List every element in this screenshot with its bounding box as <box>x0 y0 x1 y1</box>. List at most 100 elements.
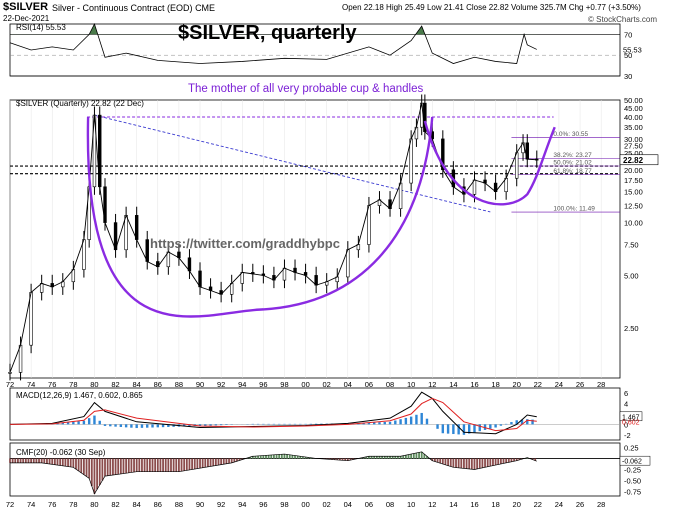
cmf-bar <box>407 454 410 459</box>
cmf-bar <box>299 456 302 459</box>
x-tick-label: 20 <box>513 380 521 389</box>
macd-histogram-bar <box>262 423 265 425</box>
macd-histogram-bar <box>256 423 260 425</box>
macd-histogram-bar <box>66 422 70 425</box>
macd-histogram-bar <box>526 419 529 425</box>
macd-signal-value: 0.602 <box>622 419 640 426</box>
macd-histogram-bar <box>56 423 59 425</box>
cmf-bar <box>494 458 497 466</box>
price-tick-label: 35.00 <box>624 123 643 132</box>
cmf-bar <box>481 458 484 468</box>
cmf-bar <box>80 458 83 473</box>
cmf-bar <box>90 458 93 487</box>
cmf-bar <box>82 458 85 475</box>
x-tick-label-bottom: 86 <box>154 500 162 509</box>
macd-histogram-bar <box>182 424 186 427</box>
cmf-bar <box>381 456 384 459</box>
cmf-bar <box>497 458 500 465</box>
cmf-bar <box>489 458 492 467</box>
cmf-bar <box>510 458 513 462</box>
cmf-bar <box>452 458 455 468</box>
x-tick-label-bottom: 06 <box>365 500 373 509</box>
price-tick-label: 27.50 <box>624 142 643 151</box>
cmf-bar <box>201 458 204 468</box>
cmf-bar <box>127 458 130 473</box>
cmf-bar <box>270 454 273 459</box>
cmf-bar <box>447 458 449 466</box>
x-tick-label: 02 <box>323 380 331 389</box>
cmf-bar <box>502 458 505 464</box>
cmf-bar <box>338 458 341 461</box>
x-tick-label-bottom: 12 <box>428 500 436 509</box>
macd-histogram-bar <box>457 424 460 435</box>
cmf-bar <box>249 457 252 459</box>
macd-histogram-bar <box>161 424 165 428</box>
cmf-bar <box>331 458 333 460</box>
macd-histogram-bar <box>446 424 450 434</box>
cmf-bar <box>48 458 51 464</box>
macd-histogram-bar <box>124 424 128 428</box>
cmf-bar <box>106 458 109 476</box>
cmf-tick-label: -0.50 <box>624 477 641 486</box>
cmf-bar <box>130 458 133 473</box>
x-tick-label: 10 <box>407 380 415 389</box>
cmf-bar <box>431 458 434 461</box>
cmf-bar <box>476 458 479 469</box>
x-tick-label-bottom: 14 <box>449 500 457 509</box>
cmf-bar <box>114 458 117 475</box>
cmf-bar <box>180 458 183 472</box>
cmf-tick-label: -0.25 <box>624 466 641 475</box>
cmf-bar <box>188 458 191 470</box>
price-last-value-box <box>619 154 659 166</box>
price-candle <box>124 215 128 251</box>
cmf-bar <box>191 458 193 470</box>
x-tick-label-bottom: 24 <box>555 500 563 509</box>
macd-histogram-bar <box>483 424 487 430</box>
cmf-bar <box>148 458 151 472</box>
macd-histogram-bar <box>109 424 112 427</box>
price-candle <box>198 270 202 288</box>
cmf-bar <box>24 458 27 463</box>
fib-level-label: 0.0%: 30.55 <box>553 131 588 138</box>
cmf-bar <box>178 458 180 472</box>
macd-histogram-bar <box>299 423 302 425</box>
price-candle <box>82 239 86 270</box>
macd-histogram-bar <box>214 424 218 426</box>
macd-histogram-bar <box>320 423 323 425</box>
macd-legend: MACD(12,26,9) 1.467, 0.602, 0.865 <box>16 391 143 400</box>
cmf-bar <box>146 458 149 472</box>
cmf-bar <box>262 455 265 459</box>
cmf-bar <box>185 458 188 471</box>
cmf-bar <box>98 458 101 485</box>
macd-histogram-bar <box>293 423 297 425</box>
x-tick-label: 72 <box>6 380 14 389</box>
cmf-last-value: -0.062 <box>622 459 642 466</box>
price-tick-label: 2.50 <box>624 324 639 333</box>
macd-histogram-bar <box>151 424 154 428</box>
macd-histogram-bar <box>452 424 455 435</box>
x-tick-label-bottom: 74 <box>27 500 35 509</box>
cmf-bar <box>333 458 336 460</box>
cmf-bar <box>278 454 281 459</box>
rsi-tick-label: 30 <box>624 72 632 81</box>
price-tick-label: 20.00 <box>624 166 643 175</box>
price-tick-label: 5.00 <box>624 271 639 280</box>
cmf-bar <box>478 458 481 469</box>
macd-histogram-bar <box>415 414 418 425</box>
macd-histogram-bar <box>373 422 376 425</box>
x-tick-label-bottom: 02 <box>323 500 331 509</box>
cmf-bar <box>217 458 220 466</box>
price-candle <box>472 179 477 195</box>
price-last-value: 22.82 <box>623 156 644 165</box>
x-tick-label: 06 <box>365 380 373 389</box>
macd-histogram-bar <box>362 422 365 425</box>
x-tick-label-bottom: 26 <box>576 500 584 509</box>
cmf-bar <box>183 458 186 471</box>
fib-level-label: 50.0%: 21.02 <box>553 160 592 167</box>
cmf-bar <box>375 456 378 459</box>
x-tick-label: 22 <box>534 380 542 389</box>
cmf-bar <box>265 455 267 459</box>
cmf-bar <box>72 458 75 468</box>
rsi-last-value: 55.53 <box>623 45 642 54</box>
